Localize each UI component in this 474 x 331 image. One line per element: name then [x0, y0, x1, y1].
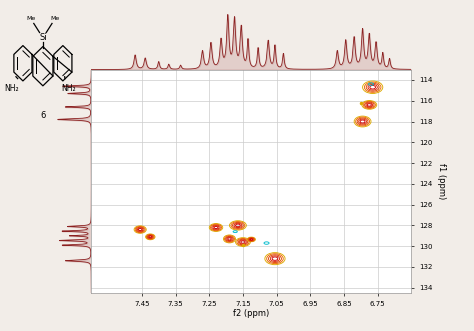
X-axis label: f2 (ppm): f2 (ppm) — [233, 309, 270, 318]
Text: Si: Si — [39, 33, 47, 42]
Y-axis label: f1 (ppm): f1 (ppm) — [437, 163, 446, 199]
Text: NH₂: NH₂ — [4, 84, 19, 93]
Text: NH₂: NH₂ — [62, 84, 76, 93]
Text: Me: Me — [27, 16, 36, 21]
Text: Me: Me — [50, 16, 59, 21]
Text: 6: 6 — [40, 111, 46, 120]
